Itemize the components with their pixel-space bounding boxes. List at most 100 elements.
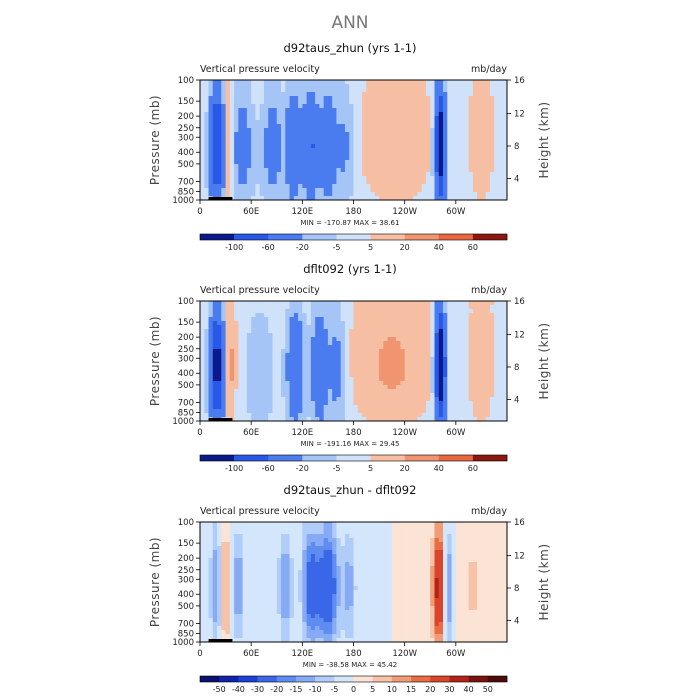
heatmap-cell (200, 634, 205, 639)
heatmap-cell (362, 313, 367, 318)
heatmap-cell (289, 393, 295, 398)
heatmap-cell (204, 88, 209, 93)
heatmap-cell (447, 168, 452, 173)
heatmap-cell (221, 562, 226, 567)
heatmap-cell (374, 401, 380, 406)
heatmap-cell (404, 96, 410, 101)
heatmap-cell (217, 353, 222, 358)
heatmap-cell (464, 104, 470, 109)
heatmap-cell (344, 313, 350, 318)
heatmap-cell (481, 124, 487, 129)
heatmap-cell (238, 345, 244, 350)
heatmap-cell (332, 377, 337, 382)
heatmap-cell (494, 329, 499, 334)
heatmap-cell (481, 301, 487, 306)
heatmap-cell (268, 594, 273, 599)
heatmap-cell (425, 136, 431, 141)
heatmap-cell (327, 172, 333, 177)
heatmap-cell (396, 184, 401, 189)
heatmap-cell (460, 405, 465, 410)
heatmap-cell (370, 373, 376, 378)
heatmap-cell (323, 192, 329, 197)
heatmap-cell (302, 341, 307, 346)
heatmap-cell (383, 100, 389, 105)
y-tick-label: 850 (178, 188, 194, 198)
heatmap-cell (379, 305, 384, 310)
heatmap-cell (404, 417, 410, 422)
heatmap-cell (225, 558, 231, 563)
heatmap-cell (293, 196, 299, 201)
heatmap-cell (485, 116, 491, 121)
heatmap-cell (400, 148, 406, 153)
heatmap-cell (200, 140, 205, 145)
heatmap-cell (455, 176, 461, 181)
heatmap-cell (387, 381, 393, 386)
heatmap-cell (404, 333, 410, 338)
heatmap-cell (204, 156, 209, 161)
heatmap-cell (400, 80, 406, 85)
heatmap-cell (396, 168, 401, 173)
heatmap-cell (217, 530, 222, 535)
heatmap-cell (306, 305, 312, 310)
heatmap-cell (472, 357, 478, 362)
heatmap-cell (374, 180, 380, 185)
heatmap-cell (443, 309, 448, 314)
heatmap-cell (498, 112, 504, 117)
heatmap-cell (289, 369, 295, 374)
heatmap-cell (323, 349, 329, 354)
heatmap-cell (285, 148, 290, 153)
heatmap-cell (396, 112, 401, 117)
heatmap-cell (430, 108, 435, 113)
heatmap-cell (340, 128, 346, 133)
heatmap-cell (489, 96, 495, 101)
heatmap-cell (357, 144, 363, 149)
heatmap-cell (362, 196, 367, 201)
heatmap-cell (200, 357, 205, 362)
heatmap-cell (255, 329, 261, 334)
heatmap-cell (502, 168, 508, 173)
heatmap-cell (276, 361, 282, 366)
heatmap-cell (298, 401, 303, 406)
heatmap-cell (451, 124, 457, 129)
heatmap-cell (208, 84, 214, 89)
heatmap-cell (276, 160, 282, 165)
heatmap-cell (434, 156, 440, 161)
heatmap-cell (268, 602, 273, 607)
heatmap-cell (229, 602, 235, 607)
heatmap-cell (460, 329, 465, 334)
heatmap-cell (298, 120, 303, 125)
heatmap-cell (242, 108, 248, 113)
heatmap-cell (460, 148, 465, 153)
heatmap-cell (234, 144, 239, 149)
heatmap-cell (293, 305, 299, 310)
heatmap-cell (200, 188, 205, 193)
heatmap-cell (362, 325, 367, 330)
heatmap-cell (234, 329, 239, 334)
heatmap-cell (468, 389, 474, 394)
heatmap-cell (263, 333, 269, 338)
heatmap-cell (502, 389, 508, 394)
heatmap-cell (421, 96, 427, 101)
heatmap-cell (434, 313, 440, 318)
heatmap-cell (349, 136, 354, 141)
heatmap-cell (502, 313, 508, 318)
heatmap-cell (489, 148, 495, 153)
heatmap-cell (434, 152, 440, 157)
heatmap-cell (212, 152, 218, 157)
heatmap-cell (251, 586, 256, 591)
heatmap-cell (481, 128, 487, 133)
heatmap-cell (485, 88, 491, 93)
heatmap-cell (319, 325, 325, 330)
heatmap-cell (298, 341, 303, 346)
heatmap-cell (451, 172, 457, 177)
heatmap-cell (468, 341, 474, 346)
heatmap-cell (298, 381, 303, 386)
heatmap-cell (455, 144, 461, 149)
heatmap-cell (357, 92, 363, 97)
heatmap-cell (225, 578, 231, 583)
heatmap-cell (502, 112, 508, 117)
heatmap-cell (217, 116, 222, 121)
heatmap-cell (468, 180, 474, 185)
heatmap-cell (379, 196, 384, 201)
y2-tick-label: 8 (514, 142, 519, 152)
